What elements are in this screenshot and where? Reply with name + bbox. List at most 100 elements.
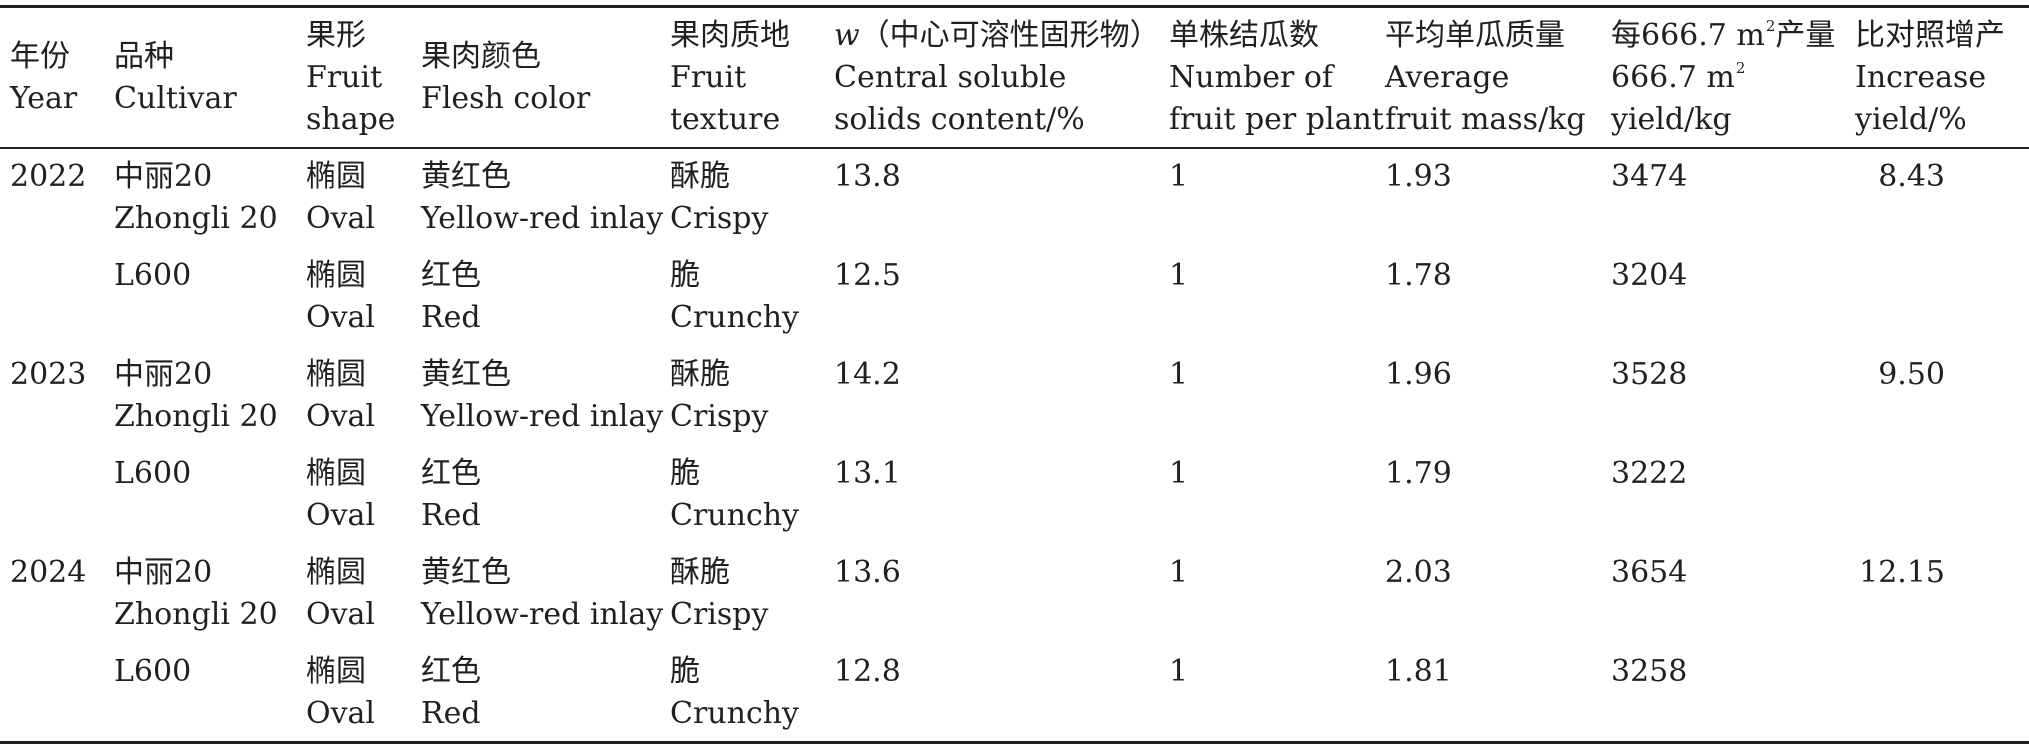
header-yield: 每666.7 m2产量 666.7 m2 yield/kg <box>1611 15 1835 141</box>
cell-yield-value: 3222 <box>1611 456 1688 491</box>
cell-fruit-per-plant: 1 <box>1169 354 1188 396</box>
cell-cultivar: L600 <box>114 255 191 297</box>
cell-yield-value: 3204 <box>1611 258 1688 293</box>
cell-shape-cn: 椭圆 <box>306 159 366 194</box>
cell-fruit-per-plant-value: 1 <box>1169 654 1189 689</box>
cell-mass-value: 1.79 <box>1385 456 1452 491</box>
cell-yield: 3474 <box>1611 156 1687 198</box>
cell-yield-value: 3654 <box>1611 555 1688 590</box>
cell-shape: 椭圆 Oval <box>306 255 375 339</box>
cell-texture-en: Crispy <box>670 597 769 632</box>
header-solids-cn: （中心可溶性固形物） <box>859 18 1160 53</box>
cell-mass-value: 1.78 <box>1385 258 1452 293</box>
cell-texture-cn: 酥脆 <box>670 159 730 194</box>
cell-mass: 1.93 <box>1385 156 1452 198</box>
cell-shape-cn: 椭圆 <box>306 654 366 689</box>
cell-fruit-per-plant-value: 1 <box>1169 357 1189 392</box>
cell-shape-en: Oval <box>306 597 376 632</box>
header-solids-en2: solids content/% <box>834 102 1085 137</box>
cell-cultivar-cn: L600 <box>114 654 192 689</box>
cell-color-cn: 黄红色 <box>421 555 511 590</box>
cell-mass-value: 1.93 <box>1385 159 1452 194</box>
cell-cultivar-cn: 中丽20 <box>114 555 213 590</box>
header-fruit-per-plant-en1: Number of <box>1169 60 1334 95</box>
cell-cultivar-cn: L600 <box>114 456 192 491</box>
cell-yield: 3258 <box>1611 651 1687 693</box>
cell-color-en: Red <box>421 300 481 335</box>
cell-texture-en: Crunchy <box>670 696 800 731</box>
cell-mass: 1.81 <box>1385 651 1452 693</box>
cell-solids: 12.5 <box>834 255 901 297</box>
header-solids-symbol: w <box>834 18 860 53</box>
cell-texture: 脆 Crunchy <box>670 651 799 735</box>
cell-increase: 9.50 <box>1815 354 1945 396</box>
cell-color-en: Yellow-red inlay <box>421 597 664 632</box>
header-yield-en1-sup: 2 <box>1735 59 1746 77</box>
cell-color-cn: 红色 <box>421 654 481 689</box>
header-fruit-mass-en1: Average <box>1385 60 1510 95</box>
cell-cultivar-en: Zhongli 20 <box>114 399 278 434</box>
cell-increase: 12.15 <box>1815 552 1945 594</box>
cell-fruit-per-plant-value: 1 <box>1169 159 1189 194</box>
cell-solids-value: 14.2 <box>834 357 901 392</box>
cell-solids: 13.8 <box>834 156 901 198</box>
cell-cultivar-cn: L600 <box>114 258 192 293</box>
cell-fruit-per-plant-value: 1 <box>1169 258 1189 293</box>
cell-texture: 脆 Crunchy <box>670 453 799 537</box>
header-cultivar-cn: 品种 <box>114 39 174 74</box>
cell-fruit-per-plant-value: 1 <box>1169 456 1189 491</box>
cell-solids-value: 13.8 <box>834 159 901 194</box>
cell-fruit-per-plant: 1 <box>1169 156 1188 198</box>
header-increase-cn: 比对照增产 <box>1855 18 2005 53</box>
cell-year-value: 2023 <box>10 357 87 392</box>
cell-texture: 酥脆 Crispy <box>670 552 768 636</box>
cell-shape-cn: 椭圆 <box>306 357 366 392</box>
header-yield-sup: 2 <box>1765 17 1776 35</box>
cell-yield-value: 3474 <box>1611 159 1688 194</box>
cell-color-cn: 黄红色 <box>421 159 511 194</box>
cell-color: 黄红色 Yellow-red inlay <box>421 354 663 438</box>
cell-cultivar: 中丽20 Zhongli 20 <box>114 156 278 240</box>
header-year-en: Year <box>10 81 78 116</box>
cell-yield: 3528 <box>1611 354 1687 396</box>
cell-year: 2023 <box>10 354 86 396</box>
cell-cultivar: L600 <box>114 453 191 495</box>
header-cultivar: 品种 Cultivar <box>114 36 237 120</box>
header-solids: w（中心可溶性固形物） Central soluble solids conte… <box>834 15 1160 141</box>
cell-color: 黄红色 Yellow-red inlay <box>421 552 663 636</box>
cell-mass-value: 1.96 <box>1385 357 1452 392</box>
header-yield-en2: yield/kg <box>1611 102 1732 137</box>
cell-fruit-per-plant: 1 <box>1169 651 1188 693</box>
header-fruit-mass-cn: 平均单瓜质量 <box>1385 18 1565 53</box>
header-texture-cn: 果肉质地 <box>670 18 790 53</box>
header-increase-en2: yield/% <box>1855 102 1967 137</box>
cell-solids-value: 13.6 <box>834 555 901 590</box>
cell-yield-value: 3528 <box>1611 357 1688 392</box>
header-yield-cn-pre: 每666.7 m <box>1611 18 1765 53</box>
cell-color-cn: 红色 <box>421 258 481 293</box>
cell-shape-cn: 椭圆 <box>306 555 366 590</box>
header-texture: 果肉质地 Fruit texture <box>670 15 790 141</box>
cell-yield: 3654 <box>1611 552 1687 594</box>
cell-fruit-per-plant: 1 <box>1169 453 1188 495</box>
header-shape-en2: shape <box>306 102 396 137</box>
header-flesh-color-cn: 果肉颜色 <box>421 39 541 74</box>
cell-color: 红色 Red <box>421 453 481 537</box>
cell-mass: 1.79 <box>1385 453 1452 495</box>
cell-shape-cn: 椭圆 <box>306 258 366 293</box>
cell-texture-cn: 酥脆 <box>670 357 730 392</box>
cell-shape-cn: 椭圆 <box>306 456 366 491</box>
header-yield-cn-post: 产量 <box>1775 18 1836 53</box>
cell-texture-cn: 酥脆 <box>670 555 730 590</box>
cell-increase: 8.43 <box>1815 156 1945 198</box>
cell-solids-value: 12.8 <box>834 654 901 689</box>
cell-texture: 酥脆 Crispy <box>670 354 768 438</box>
header-shape-cn: 果形 <box>306 18 366 53</box>
cell-solids: 13.1 <box>834 453 901 495</box>
cell-color-cn: 黄红色 <box>421 357 511 392</box>
header-solids-en1: Central soluble <box>834 60 1067 95</box>
cell-shape-en: Oval <box>306 300 376 335</box>
cell-texture-en: Crispy <box>670 399 769 434</box>
cell-fruit-per-plant: 1 <box>1169 255 1188 297</box>
